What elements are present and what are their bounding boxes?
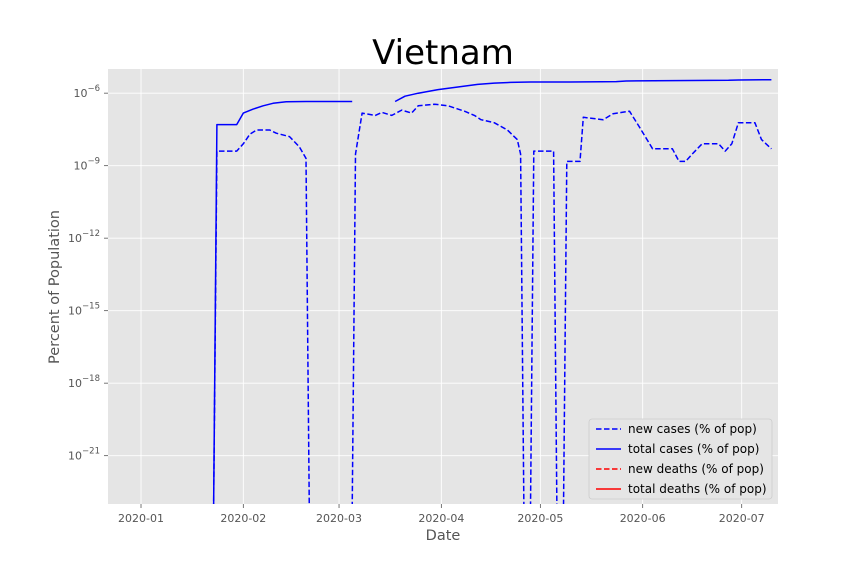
series-layer: [212, 78, 772, 504]
y-tick-label: 10−6: [73, 84, 100, 100]
y-axis-ticks: 10−21 10−18 10−15 10−12 10−9 10−6: [68, 84, 108, 463]
x-tick-label: 2020-02: [220, 512, 266, 525]
series-line-1: [212, 103, 772, 504]
legend-label: total cases (% of pop): [628, 442, 759, 456]
x-tick-label: 2020-01: [118, 512, 164, 525]
chart-title: Vietnam: [372, 33, 514, 73]
x-axis-label: Date: [426, 528, 461, 544]
grid: [108, 69, 778, 504]
x-tick-label: 2020-04: [418, 512, 464, 525]
y-tick-label: 10−21: [68, 447, 100, 463]
y-tick-label: 10−9: [73, 157, 100, 173]
y-axis-label: Percent of Population: [47, 210, 63, 364]
series-line-2: [212, 78, 772, 504]
legend-label: new cases (% of pop): [628, 422, 757, 436]
legend-label: total deaths (% of pop): [628, 482, 767, 496]
x-tick-label: 2020-07: [719, 512, 765, 525]
y-tick-label: 10−18: [68, 374, 100, 390]
x-tick-label: 2020-03: [316, 512, 362, 525]
legend-box: [588, 418, 773, 500]
x-tick-label: 2020-06: [620, 512, 666, 525]
legend: new cases (% of pop) total cases (% of po…: [588, 418, 773, 500]
y-tick-label: 10−12: [68, 229, 100, 245]
x-tick-label: 2020-05: [517, 512, 563, 525]
x-axis-ticks: 2020-01 2020-02 2020-03 2020-04 2020-05 2020-…: [118, 504, 765, 525]
legend-label: new deaths (% of pop): [628, 462, 764, 476]
y-tick-label: 10−15: [68, 302, 100, 318]
